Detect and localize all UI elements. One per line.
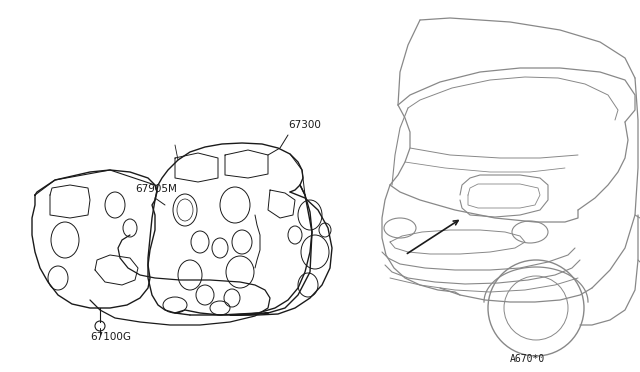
Text: 67905M: 67905M: [135, 184, 177, 194]
Text: 67100G: 67100G: [90, 332, 131, 342]
Text: 67300: 67300: [288, 120, 321, 130]
Text: A670*0: A670*0: [510, 354, 545, 364]
